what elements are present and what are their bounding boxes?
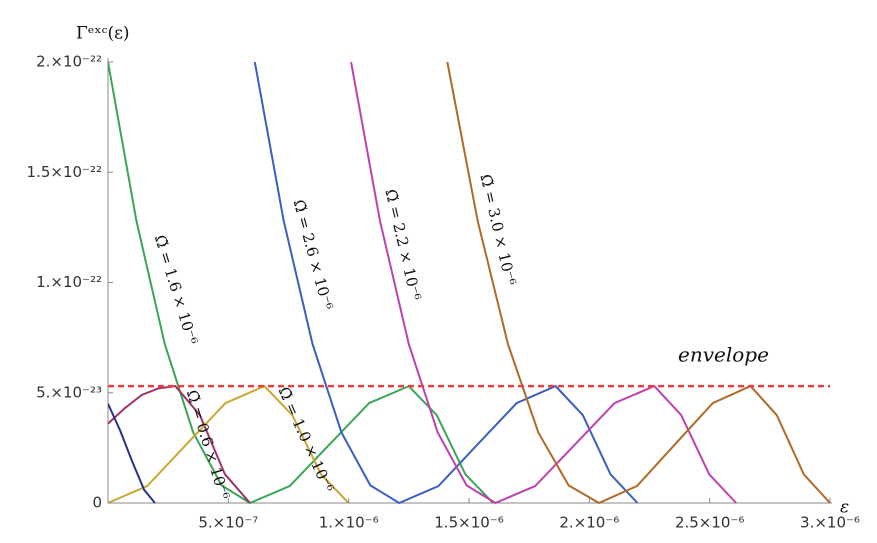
x-tick-label: 2.5×10⁻⁶ — [675, 514, 744, 532]
curve — [108, 385, 251, 504]
x-tick-label: 2.×10⁻⁶ — [559, 514, 619, 532]
curve — [446, 61, 831, 505]
y-tick-label: 1.5×10⁻²² — [27, 163, 102, 181]
curve — [108, 61, 494, 505]
curve — [253, 61, 639, 505]
x-tick-label: 1.5×10⁻⁶ — [434, 514, 503, 532]
y-axis-label: Γᵉˣᶜ(ε) — [76, 24, 130, 44]
curve — [108, 384, 350, 504]
y-tick-label: 5.×10⁻²³ — [36, 383, 102, 401]
envelope-label: envelope — [678, 343, 769, 367]
curve — [108, 403, 156, 504]
curve-label: Ω̃ = 3.0 × 10⁻⁶ — [476, 172, 519, 287]
curve-label: Ω̃ = 2.2 × 10⁻⁶ — [381, 187, 424, 302]
x-tick-label: 5.×10⁻⁷ — [198, 514, 258, 532]
curve — [350, 61, 737, 505]
curve-label: Ω̃ = 0.6 × 10⁻⁶ — [183, 388, 233, 502]
y-tick-label: 2.×10⁻²² — [36, 53, 102, 71]
y-tick-label: 1.×10⁻²² — [36, 273, 102, 291]
curve-label: Ω̃ = 1.6 × 10⁻⁶ — [151, 233, 201, 347]
x-axis-label: ε — [840, 498, 849, 518]
y-tick-label: 0 — [92, 494, 102, 512]
curve-label: Ω̃ = 2.6 × 10⁻⁶ — [290, 198, 337, 312]
x-tick-label: 1.×10⁻⁶ — [319, 514, 379, 532]
plot-area — [108, 61, 831, 505]
curve-label: Ω̃ = 1.0 × 10⁻⁶ — [275, 384, 338, 495]
x-tick-label: 3.×10⁻⁶ — [800, 514, 860, 532]
